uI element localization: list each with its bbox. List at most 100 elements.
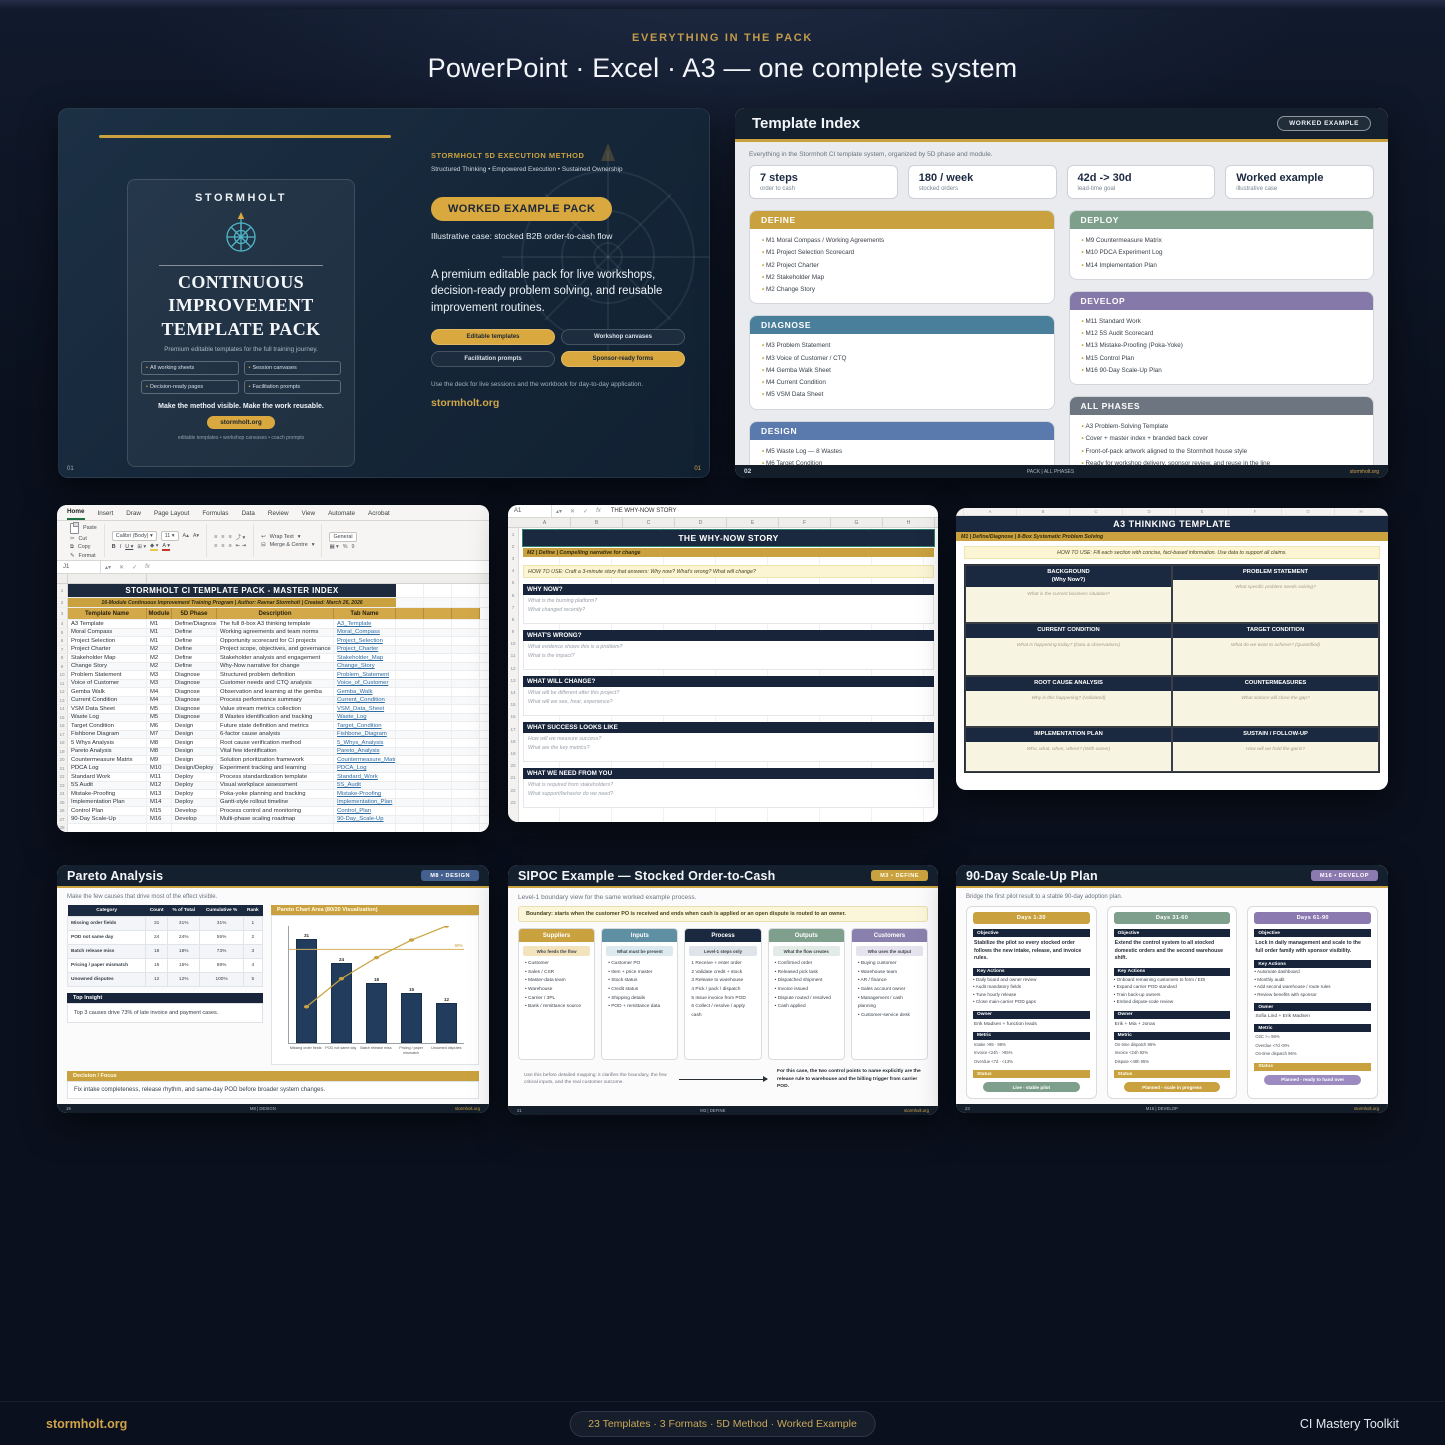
align-middle-icon[interactable]: ≡	[221, 533, 225, 540]
cell-description[interactable]: Observation and learning at the gemba	[217, 688, 334, 696]
cell-phase[interactable]: Develop	[172, 815, 217, 823]
comma-icon[interactable]: 9	[351, 543, 355, 550]
cell-phase[interactable]: Diagnose	[172, 671, 217, 679]
cell-description[interactable]: Future state definition and metrics	[217, 722, 334, 730]
cell-module[interactable]: M5	[147, 705, 172, 713]
number-format-select[interactable]: General	[329, 531, 357, 542]
cell-phase[interactable]: Deploy	[172, 781, 217, 789]
cell-description[interactable]: Opportunity scorecard for CI projects	[217, 637, 334, 645]
cell-template-name[interactable]: Implementation Plan	[68, 798, 147, 806]
cell-phase[interactable]: Diagnose	[172, 679, 217, 687]
cell-module[interactable]: M4	[147, 696, 172, 704]
cell-tab-link[interactable]: Change_Story	[334, 662, 396, 670]
cell-tab-link[interactable]: 90-Day_Scale-Up	[334, 815, 396, 823]
cell-phase[interactable]: Design	[172, 722, 217, 730]
cell-tab-link[interactable]: 5S_Audit	[334, 781, 396, 789]
cell-module[interactable]: M7	[147, 730, 172, 738]
font-color-button[interactable]: A ▾	[162, 542, 170, 551]
cell-phase[interactable]: Design	[172, 730, 217, 738]
cell-description[interactable]: Visual workplace assessment	[217, 781, 334, 789]
merge-centre-button[interactable]: Merge & Centre	[269, 541, 308, 548]
format-button[interactable]: Format	[78, 552, 96, 559]
a3-box[interactable]: SUSTAIN / FOLLOW-UP How will we hold the…	[1172, 727, 1379, 772]
cell-module[interactable]: M8	[147, 747, 172, 755]
cell-module[interactable]: M3	[147, 671, 172, 679]
paste-button[interactable]: Paste	[83, 525, 97, 531]
cell-tab-link[interactable]: Waste_Log	[334, 713, 396, 721]
section-body[interactable]: What will be different after this projec…	[523, 687, 934, 716]
column-header[interactable]: A	[519, 518, 571, 527]
section-body[interactable]: How will we measure success? What are the…	[523, 733, 934, 762]
a3-box[interactable]: IMPLEMENTATION PLAN Who, what, when, whe…	[965, 727, 1172, 772]
cell-phase[interactable]: Define	[172, 654, 217, 662]
cell-tab-link[interactable]: Pareto_Analysis	[334, 747, 396, 755]
cell-template-name[interactable]: Standard Work	[68, 773, 147, 781]
cell-description[interactable]: Stakeholder analysis and engagement	[217, 654, 334, 662]
cell-template-name[interactable]: Waste Log	[68, 713, 147, 721]
cell-tab-link[interactable]: Standard_Work	[334, 773, 396, 781]
ribbon-tab[interactable]: Formulas	[202, 510, 229, 517]
cell-module[interactable]	[147, 824, 172, 832]
cell-tab-link[interactable]: Moral_Compass	[334, 628, 396, 636]
cell-module[interactable]: M4	[147, 688, 172, 696]
cell-module[interactable]: M11	[147, 773, 172, 781]
cell-phase[interactable]: Define	[172, 662, 217, 670]
borders-button[interactable]: ⊞ ▾	[137, 543, 147, 550]
cell-module[interactable]: M1	[147, 637, 172, 645]
bold-button[interactable]: B	[111, 543, 116, 550]
cell-description[interactable]: Structured problem definition	[217, 671, 334, 679]
cell-tab-link[interactable]: Countermeasure_Matrix	[334, 756, 396, 764]
cell-module[interactable]: M3	[147, 679, 172, 687]
ribbon-tab[interactable]: Home	[67, 508, 85, 520]
cell-phase[interactable]: Define	[172, 628, 217, 636]
cancel-icon[interactable]: ✕	[570, 508, 576, 515]
formula-content[interactable]: THE WHY-NOW STORY	[610, 508, 677, 514]
cell-template-name[interactable]: 90-Day Scale-Up	[68, 815, 147, 823]
cell-module[interactable]: M16	[147, 815, 172, 823]
cell-template-name[interactable]: Control Plan	[68, 807, 147, 815]
align-center-icon[interactable]: ≡	[221, 542, 225, 549]
align-left-icon[interactable]: ≡	[214, 542, 218, 549]
cell-tab-link[interactable]: Project_Selection	[334, 637, 396, 645]
cell-tab-link[interactable]: Stakeholder_Map	[334, 654, 396, 662]
a3-box[interactable]: CURRENT CONDITION What is happening toda…	[965, 623, 1172, 676]
cell-module[interactable]: M14	[147, 798, 172, 806]
indent-icons[interactable]: ⇤ ⇥	[235, 542, 247, 549]
cell-template-name[interactable]: Countermeasure Matrix	[68, 756, 147, 764]
align-right-icon[interactable]: ≡	[228, 542, 232, 549]
cell-phase[interactable]: Define	[172, 637, 217, 645]
column-header[interactable]: E	[727, 518, 779, 527]
font-size-select[interactable]: 11 ▾	[160, 530, 179, 541]
cell-description[interactable]: Process standardization template	[217, 773, 334, 781]
cell-description[interactable]: Root cause verification method	[217, 739, 334, 747]
cell-module[interactable]: M9	[147, 756, 172, 764]
cell-tab-link[interactable]: VSM_Data_Sheet	[334, 705, 396, 713]
column-header[interactable]: D	[675, 518, 727, 527]
cell-tab-link[interactable]: Gemba_Walk	[334, 688, 396, 696]
cut-icon[interactable]: ✂	[70, 535, 75, 542]
cell-description[interactable]: Poka-yoke planning and tracking	[217, 790, 334, 798]
column-header[interactable]: F	[779, 518, 831, 527]
cell-module[interactable]: M1	[147, 628, 172, 636]
cell-phase[interactable]	[172, 824, 217, 832]
cell-description[interactable]: Value stream metrics collection	[217, 705, 334, 713]
format-painter-icon[interactable]: ✎	[70, 552, 75, 559]
cell-template-name[interactable]: Project Charter	[68, 645, 147, 653]
italic-button[interactable]: I	[119, 543, 122, 550]
ribbon-tab[interactable]: Acrobat	[368, 510, 390, 517]
cell-tab-link[interactable]: 5_Whys_Analysis	[334, 739, 396, 747]
cell-template-name[interactable]	[68, 824, 147, 832]
cell-template-name[interactable]: 5 Whys Analysis	[68, 739, 147, 747]
ribbon-tab[interactable]: View	[301, 510, 316, 517]
align-top-icon[interactable]: ≡	[214, 533, 218, 540]
cell-tab-link[interactable]: PDCA_Log	[334, 764, 396, 772]
cell-description[interactable]: Customer needs and CTQ analysis	[217, 679, 334, 687]
align-bottom-icon[interactable]: ≡	[228, 533, 232, 540]
cell-template-name[interactable]: Current Condition	[68, 696, 147, 704]
copy-icon[interactable]: ⧉	[70, 543, 74, 550]
wrap-text-button[interactable]: Wrap Text	[269, 533, 294, 540]
cell-description[interactable]: Gantt-style rollout timeline	[217, 798, 334, 806]
cut-button[interactable]: Cut	[78, 535, 87, 542]
cell-description[interactable]: The full 8-box A3 thinking template	[217, 620, 334, 628]
col-A[interactable]: Template Name	[68, 574, 147, 583]
